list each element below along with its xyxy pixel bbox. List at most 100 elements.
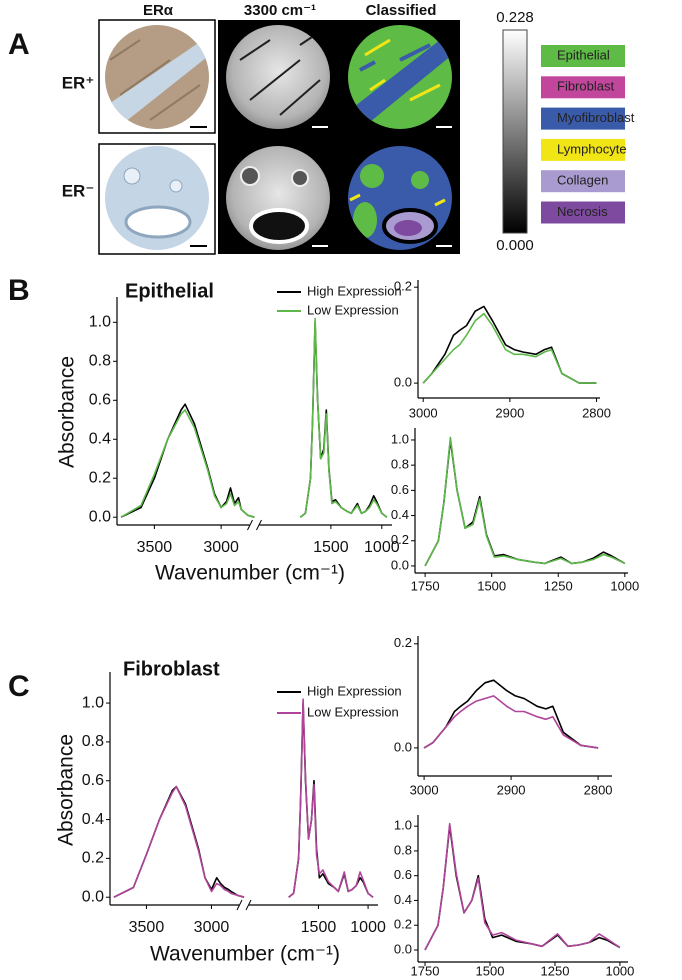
y-axis-label: Absorbance: [56, 356, 79, 468]
spectrum-line: [423, 695, 599, 749]
y-tick-label: 0.2: [394, 917, 412, 932]
panel-label: C: [8, 670, 30, 703]
y-tick-label: 0.8: [89, 353, 111, 370]
x-tick-label: 1500: [476, 963, 505, 978]
legend-label: Lymphocyte: [557, 141, 627, 156]
y-tick-label: 0.6: [89, 392, 111, 409]
ihc-images: [98, 19, 216, 255]
x-tick-label: 1000: [364, 539, 400, 556]
y-tick-label: 0.4: [89, 430, 111, 447]
x-tick-label: 2900: [495, 405, 524, 420]
row-label: ER⁺: [62, 73, 95, 92]
x-tick-label: 3500: [137, 539, 173, 556]
y-tick-label: 0.2: [89, 469, 111, 486]
row-label: ER⁻: [62, 181, 95, 200]
x-tick-label: 2800: [582, 405, 611, 420]
chart-title: Epithelial: [125, 280, 214, 302]
spectrum-line: [424, 439, 626, 567]
y-tick-label: 0.6: [82, 772, 104, 789]
y-tick-label: 0.0: [89, 508, 111, 525]
column-header: ERα: [143, 2, 174, 19]
y-tick-label: 1.0: [394, 818, 412, 833]
y-tick-label: 0.4: [82, 811, 104, 828]
y-tick-label: 0.4: [394, 892, 412, 907]
chart: 0.0 0.2 0.4 0.6 0.8 1.0 3500 3000 1500 1000 High E…: [8, 658, 402, 965]
spectrum-line: [424, 825, 621, 951]
legend-label: Epithelial: [557, 47, 610, 62]
x-tick-label: 1750: [411, 963, 440, 978]
chart: 0.0 0.2 0.4 0.6 0.8 1.0 3500 3000 1500 1000 High E…: [8, 274, 402, 585]
x-tick-label: 1750: [411, 578, 440, 593]
chart-title: Fibroblast: [123, 658, 220, 680]
colorbar-label: 0.000: [496, 237, 534, 254]
spectrum-line: [113, 785, 245, 898]
spectrum-line: [288, 698, 374, 898]
legend-swatch: [541, 201, 625, 224]
colorbar: [502, 29, 528, 234]
legend-label: Myofibroblast: [557, 110, 635, 125]
panel-a-legend: 0.228 0.000 Epithelial Fibroblast Myofibrobl…: [496, 9, 634, 254]
y-tick-label: 0.2: [394, 635, 412, 650]
x-tick-label: 1000: [605, 963, 634, 978]
spectrum-line: [424, 822, 621, 951]
y-tick-label: 0.4: [391, 507, 409, 522]
charts: 0.0 0.2 0.4 0.6 0.8 1.0 3500 3000 1500 1000 High E…: [8, 274, 639, 979]
y-tick-label: 0.8: [394, 842, 412, 857]
x-tick-label: 3500: [129, 919, 165, 936]
spectrum-line: [299, 317, 388, 518]
y-tick-label: 0.6: [391, 482, 409, 497]
column-header: Classified: [366, 2, 437, 19]
x-tick-label: 2900: [497, 782, 526, 797]
legend-swatch: [541, 138, 625, 161]
spectrum-line: [120, 409, 255, 518]
legend-label: Necrosis: [557, 204, 608, 219]
y-tick-label: 0.2: [82, 850, 104, 867]
axis-break: [247, 519, 262, 531]
spectrum-line: [113, 785, 245, 898]
legend-swatch: [541, 76, 625, 99]
x-tick-label: 2800: [584, 782, 613, 797]
spectrum-line: [422, 305, 597, 384]
y-tick-label: 0.0: [82, 888, 104, 905]
y-tick-label: 0.8: [391, 457, 409, 472]
x-tick-label: 1500: [301, 919, 337, 936]
axis-break: [236, 899, 252, 911]
legend-label: High Expression: [307, 283, 402, 298]
y-tick-label: 1.0: [89, 314, 111, 331]
x-axis-label: Wavenumber (cm⁻¹): [150, 943, 340, 966]
x-tick-label: 3000: [409, 405, 438, 420]
y-tick-label: 1.0: [82, 694, 104, 711]
legend-swatch: [541, 107, 625, 130]
x-tick-label: 1250: [544, 578, 573, 593]
y-tick-label: 0.8: [82, 733, 104, 750]
chart: 0.0 0.2 0.4 0.6 0.8 1.0 1750 1500 1250 1000: [394, 815, 634, 978]
spectrum-line: [424, 436, 626, 567]
legend-label: Low Expression: [307, 704, 399, 719]
axis-break-gap: [249, 522, 260, 528]
chart: 0.0 0.2 3000 2900 2800: [394, 635, 613, 797]
column-header: 3300 cm⁻¹: [244, 2, 316, 19]
y-tick-label: 0.2: [394, 279, 412, 294]
x-tick-label: 1000: [350, 919, 386, 936]
spectrum-line: [120, 403, 255, 518]
legend-swatch: [541, 45, 625, 67]
legend-label: Fibroblast: [557, 79, 614, 94]
y-tick-label: 0.0: [391, 557, 409, 572]
y-axis-label: Absorbance: [55, 734, 78, 846]
panel-label: A: [8, 28, 30, 61]
y-tick-label: 0.0: [394, 375, 412, 390]
y-tick-label: 0.0: [394, 739, 412, 754]
x-tick-label: 3000: [203, 539, 239, 556]
spectrum-line: [423, 679, 599, 749]
y-tick-label: 0.2: [391, 532, 409, 547]
y-tick-label: 0.6: [394, 867, 412, 882]
legend-swatch: [541, 170, 625, 193]
x-tick-label: 3000: [410, 782, 439, 797]
x-tick-label: 1000: [610, 578, 639, 593]
y-tick-label: 0.0: [394, 941, 412, 956]
x-tick-label: 1500: [477, 578, 506, 593]
legend-label: Collagen: [557, 173, 608, 188]
panel-label: B: [8, 274, 30, 307]
y-tick-label: 1.0: [391, 431, 409, 446]
